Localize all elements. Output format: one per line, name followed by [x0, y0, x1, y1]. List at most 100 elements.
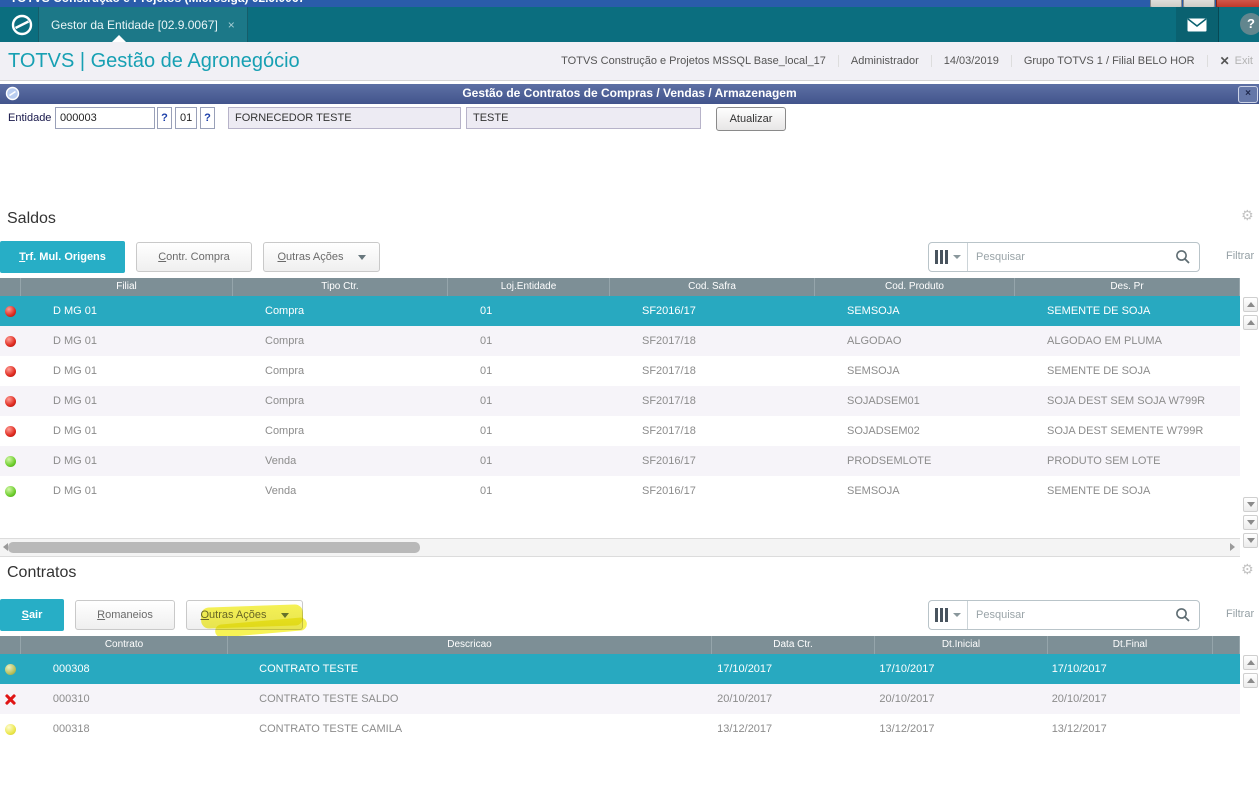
- contratos-scroll-up-button[interactable]: [1243, 673, 1258, 688]
- table-row[interactable]: D MG 01 Compra 01 SF2017/18 SEMSOJA SEMENTE D…: [0, 356, 1240, 386]
- minimize-window-button[interactable]: [1150, 0, 1182, 7]
- column-header[interactable]: Loj.Entidade: [448, 278, 610, 296]
- chevron-down-icon: [953, 613, 961, 617]
- table-cell: 20/10/2017: [717, 693, 773, 705]
- exit-button[interactable]: ✕ Exit: [1208, 54, 1259, 68]
- contratos-settings-gear-icon[interactable]: ⚙: [1241, 562, 1254, 578]
- column-header[interactable]: Data Ctr.: [712, 636, 875, 654]
- os-titlebar: TOTVS Construção e Projetos (Microsiga) …: [0, 0, 1259, 7]
- sair-button[interactable]: Sair: [0, 599, 64, 631]
- table-cell: SF2017/18: [642, 335, 696, 347]
- column-header[interactable]: Dt.Final: [1048, 636, 1213, 654]
- table-cell: SEMENTE DE SOJA: [1047, 365, 1151, 377]
- search-icon[interactable]: [1175, 249, 1191, 265]
- table-cell: Venda: [265, 455, 297, 467]
- column-header-status: [0, 278, 21, 296]
- saldos-scroll-top-button[interactable]: [1243, 297, 1258, 312]
- table-cell: D MG 01: [53, 425, 98, 437]
- exit-x-icon: ✕: [1219, 54, 1230, 68]
- environment-label[interactable]: TOTVS Construção e Projetos MSSQL Base_l…: [549, 55, 839, 67]
- store-lookup-button[interactable]: ?: [200, 107, 215, 129]
- panel-close-button[interactable]: ×: [1238, 86, 1258, 103]
- table-row[interactable]: D MG 01 Compra 01 SF2017/18 ALGODAO ALGODAO E…: [0, 326, 1240, 356]
- column-header[interactable]: Des. Pr: [1015, 278, 1240, 296]
- trf-mul-origens-button[interactable]: Trf. Mul. Origens: [0, 241, 125, 273]
- column-header[interactable]: Contrato: [21, 636, 228, 654]
- contratos-table-header: Contrato Descricao Data Ctr. Dt.Inicial Dt.F…: [0, 636, 1240, 654]
- scroll-left-icon[interactable]: [3, 543, 8, 551]
- column-header[interactable]: Cod. Safra: [610, 278, 815, 296]
- atualizar-button[interactable]: Atualizar: [716, 107, 786, 131]
- close-window-button[interactable]: [1216, 0, 1259, 7]
- table-cell: SF2016/17: [642, 455, 696, 467]
- tab-gestor-da-entidade[interactable]: Gestor da Entidade [02.9.0067] ×: [38, 7, 248, 42]
- tab-close-icon[interactable]: ×: [227, 17, 235, 32]
- contratos-scroll-top-button[interactable]: [1243, 655, 1258, 670]
- contratos-filter-link[interactable]: Filtrar: [1226, 608, 1255, 620]
- column-header[interactable]: Descricao: [228, 636, 712, 654]
- contr-compra-button[interactable]: Contr. Compra: [136, 242, 252, 272]
- saldos-outras-acoes-button[interactable]: Outras Ações: [263, 242, 380, 272]
- table-row[interactable]: D MG 01 Venda 01 SF2016/17 PRODSEMLOTE PRODUT…: [0, 446, 1240, 476]
- saldos-filter-link[interactable]: Filtrar: [1226, 250, 1255, 262]
- columns-icon: [940, 250, 943, 264]
- table-row[interactable]: D MG 01 Compra 01 SF2016/17 SEMSOJA SEMENTE D…: [0, 296, 1240, 326]
- table-cell: 01: [480, 395, 493, 407]
- saldos-column-chooser-button[interactable]: [929, 243, 968, 271]
- table-cell: [1208, 684, 1240, 714]
- status-cell: [0, 386, 21, 416]
- button-hotkey: C: [158, 251, 167, 263]
- button-hotkey: S: [21, 609, 29, 621]
- column-header[interactable]: Dt.Inicial: [875, 636, 1048, 654]
- table-row[interactable]: 000308 CONTRATO TESTE 17/10/2017 17/10/2017…: [0, 654, 1240, 684]
- columns-icon: [935, 250, 938, 264]
- column-header[interactable]: Cod. Produto: [815, 278, 1015, 296]
- chevron-down-icon: [357, 254, 366, 260]
- table-row[interactable]: 000318 CONTRATO TESTE CAMILA 13/12/2017 13/…: [0, 714, 1240, 744]
- group-branch-label[interactable]: Grupo TOTVS 1 / Filial BELO HOR: [1012, 55, 1208, 67]
- search-icon[interactable]: [1175, 607, 1191, 623]
- user-label[interactable]: Administrador: [839, 55, 932, 67]
- saldos-search-control: [928, 242, 1200, 272]
- columns-icon: [940, 608, 943, 622]
- table-cell: SEMSOJA: [847, 485, 900, 497]
- column-header[interactable]: Filial: [21, 278, 233, 296]
- column-header[interactable]: Tipo Ctr.: [233, 278, 448, 296]
- table-cell: Venda: [265, 485, 297, 497]
- button-hotkey: R: [97, 609, 106, 621]
- help-icon[interactable]: ?: [1240, 13, 1259, 35]
- saldos-search-input[interactable]: [968, 251, 1175, 263]
- table-row[interactable]: D MG 01 Compra 01 SF2017/18 SOJADSEM01 SOJA D…: [0, 386, 1240, 416]
- entity-code-input[interactable]: [55, 107, 155, 129]
- horizontal-scroll-thumb[interactable]: [8, 542, 420, 553]
- saldos-horizontal-scrollbar[interactable]: [0, 538, 1240, 557]
- window-title: TOTVS Construção e Projetos (Microsiga) …: [10, 0, 305, 5]
- header-menu: TOTVS Construção e Projetos MSSQL Base_l…: [549, 42, 1259, 80]
- saldos-scroll-pagedown-button[interactable]: [1243, 515, 1258, 530]
- entity-name-field: FORNECEDOR TESTE: [228, 107, 461, 129]
- saldos-scroll-up-button[interactable]: [1243, 315, 1258, 330]
- table-row[interactable]: D MG 01 Compra 01 SF2017/18 SOJADSEM02 SOJA D…: [0, 416, 1240, 446]
- maximize-window-button[interactable]: [1183, 0, 1215, 7]
- mail-button[interactable]: [1176, 7, 1219, 42]
- store-code-input[interactable]: [175, 107, 197, 129]
- contratos-column-chooser-button[interactable]: [929, 601, 968, 629]
- table-cell: 13/12/2017: [879, 723, 935, 735]
- contratos-search-input[interactable]: [968, 609, 1175, 621]
- entidade-label: Entidade: [8, 112, 52, 124]
- romaneios-button[interactable]: Romaneios: [75, 600, 175, 630]
- entity-lookup-button[interactable]: ?: [157, 107, 172, 129]
- table-row[interactable]: D MG 01 Venda 01 SF2016/17 SEMSOJA SEMENTE DE…: [0, 476, 1240, 506]
- scroll-right-icon[interactable]: [1230, 543, 1235, 551]
- saldos-settings-gear-icon[interactable]: ⚙: [1241, 208, 1254, 224]
- tab-bar: Gestor da Entidade [02.9.0067] × ?: [0, 7, 1259, 42]
- table-row[interactable]: 000310 CONTRATO TESTE SALDO 20/10/2017 20/1…: [0, 684, 1240, 714]
- saldos-scroll-bottom-button[interactable]: [1243, 533, 1258, 548]
- saldos-scroll-down-button[interactable]: [1243, 497, 1258, 512]
- table-cell: SF2017/18: [642, 425, 696, 437]
- column-header[interactable]: [1213, 636, 1240, 654]
- button-hotkey: T: [19, 251, 26, 263]
- table-cell: CONTRATO TESTE CAMILA: [259, 723, 403, 735]
- status-red-icon: [5, 335, 16, 347]
- table-cell: SEMSOJA: [847, 305, 900, 317]
